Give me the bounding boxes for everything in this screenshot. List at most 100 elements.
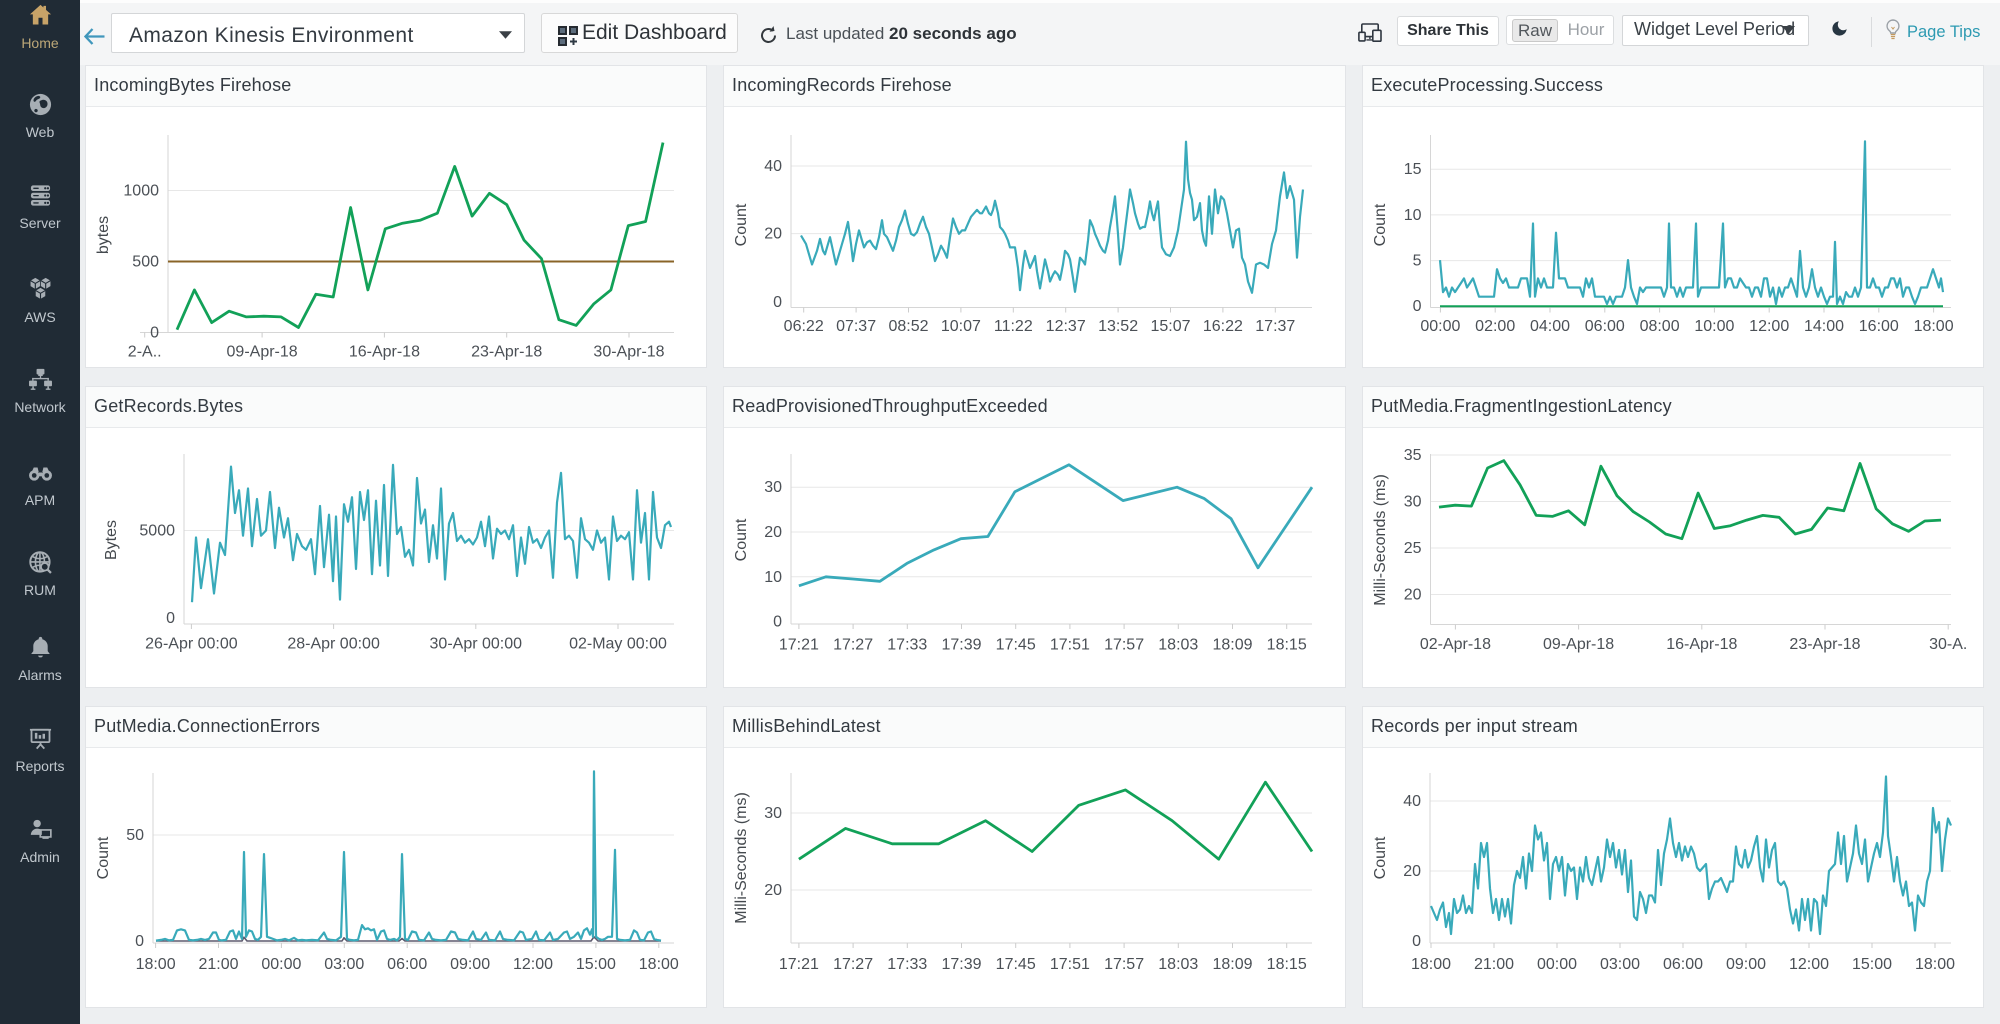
svg-text:06:22: 06:22 (784, 318, 824, 335)
svg-text:17:21: 17:21 (779, 637, 819, 654)
svg-text:00:00: 00:00 (1537, 956, 1577, 973)
svg-text:5000: 5000 (139, 523, 175, 540)
svg-text:14:00: 14:00 (1804, 318, 1844, 335)
svg-text:28-Apr 00:00: 28-Apr 00:00 (287, 636, 380, 653)
svg-text:18:09: 18:09 (1212, 956, 1252, 973)
svg-text:15:07: 15:07 (1150, 318, 1190, 335)
svg-text:18:00: 18:00 (136, 956, 176, 973)
svg-text:Milli-Seconds (ms): Milli-Seconds (ms) (1372, 474, 1389, 606)
svg-text:03:00: 03:00 (324, 956, 364, 973)
svg-text:21:00: 21:00 (1474, 956, 1514, 973)
svg-text:16-Apr-18: 16-Apr-18 (1666, 636, 1737, 653)
svg-text:17:21: 17:21 (779, 956, 819, 973)
svg-text:16:00: 16:00 (1859, 318, 1899, 335)
svg-text:10:07: 10:07 (941, 318, 981, 335)
svg-text:20: 20 (764, 226, 782, 243)
svg-text:0: 0 (166, 610, 175, 627)
svg-text:500: 500 (132, 254, 159, 271)
svg-text:17:33: 17:33 (887, 956, 927, 973)
svg-text:12:00: 12:00 (1749, 318, 1789, 335)
svg-text:17:45: 17:45 (996, 637, 1036, 654)
svg-text:08:52: 08:52 (888, 318, 928, 335)
svg-text:12:00: 12:00 (513, 956, 553, 973)
svg-text:03:00: 03:00 (1600, 956, 1640, 973)
svg-text:2-A..: 2-A.. (128, 344, 162, 361)
svg-text:00:00: 00:00 (261, 956, 301, 973)
svg-text:Count: Count (1372, 836, 1389, 879)
svg-text:17:27: 17:27 (833, 637, 873, 654)
svg-text:18:15: 18:15 (1267, 637, 1307, 654)
svg-text:12:00: 12:00 (1789, 956, 1829, 973)
svg-text:Count: Count (733, 518, 750, 561)
svg-text:09:00: 09:00 (450, 956, 490, 973)
svg-text:30: 30 (764, 479, 782, 496)
svg-text:30-Apr-18: 30-Apr-18 (593, 344, 664, 361)
svg-text:10:00: 10:00 (1694, 318, 1734, 335)
svg-text:17:45: 17:45 (996, 956, 1036, 973)
svg-text:00:00: 00:00 (1420, 318, 1460, 335)
svg-text:13:52: 13:52 (1098, 318, 1138, 335)
svg-text:16-Apr-18: 16-Apr-18 (349, 344, 420, 361)
svg-text:06:00: 06:00 (1663, 956, 1703, 973)
svg-text:17:51: 17:51 (1050, 956, 1090, 973)
svg-text:bytes: bytes (95, 216, 112, 254)
svg-text:30-Apr 00:00: 30-Apr 00:00 (430, 636, 523, 653)
svg-text:18:00: 18:00 (1914, 318, 1954, 335)
svg-text:15:00: 15:00 (1852, 956, 1892, 973)
svg-text:17:39: 17:39 (941, 956, 981, 973)
svg-text:Count: Count (733, 203, 750, 246)
svg-text:02:00: 02:00 (1475, 318, 1515, 335)
svg-text:0: 0 (1413, 298, 1422, 315)
svg-text:40: 40 (1403, 793, 1421, 810)
svg-text:23-Apr-18: 23-Apr-18 (1789, 636, 1860, 653)
svg-text:Milli-Seconds (ms): Milli-Seconds (ms) (733, 792, 750, 924)
svg-text:0: 0 (150, 325, 159, 342)
svg-text:09-Apr-18: 09-Apr-18 (1543, 636, 1614, 653)
svg-text:1000: 1000 (123, 183, 159, 200)
svg-text:Count: Count (95, 836, 112, 879)
svg-text:25: 25 (1404, 540, 1422, 557)
svg-text:17:37: 17:37 (1255, 318, 1295, 335)
svg-text:20: 20 (764, 524, 782, 541)
svg-text:Count: Count (1372, 203, 1389, 246)
svg-text:02-May 00:00: 02-May 00:00 (569, 636, 667, 653)
svg-text:15: 15 (1404, 161, 1422, 178)
svg-text:50: 50 (126, 827, 144, 844)
svg-text:08:00: 08:00 (1640, 318, 1680, 335)
svg-text:18:00: 18:00 (639, 956, 679, 973)
svg-text:17:57: 17:57 (1104, 956, 1144, 973)
svg-text:18:03: 18:03 (1158, 637, 1198, 654)
svg-text:21:00: 21:00 (198, 956, 238, 973)
svg-text:18:00: 18:00 (1411, 956, 1451, 973)
svg-text:0: 0 (773, 294, 782, 311)
svg-text:35: 35 (1404, 447, 1422, 464)
svg-text:5: 5 (1413, 253, 1422, 270)
svg-text:30-A.: 30-A. (1929, 636, 1967, 653)
svg-text:18:00: 18:00 (1915, 956, 1955, 973)
svg-text:17:39: 17:39 (941, 637, 981, 654)
svg-text:0: 0 (773, 614, 782, 631)
svg-text:10: 10 (1404, 207, 1422, 224)
svg-text:18:09: 18:09 (1212, 637, 1252, 654)
svg-text:17:51: 17:51 (1050, 637, 1090, 654)
svg-text:15:00: 15:00 (576, 956, 616, 973)
svg-text:10: 10 (764, 569, 782, 586)
svg-text:20: 20 (764, 882, 782, 899)
svg-text:20: 20 (1403, 863, 1421, 880)
svg-text:18:03: 18:03 (1158, 956, 1198, 973)
svg-text:16:22: 16:22 (1203, 318, 1243, 335)
svg-text:30: 30 (764, 805, 782, 822)
svg-text:17:57: 17:57 (1104, 637, 1144, 654)
svg-text:09-Apr-18: 09-Apr-18 (227, 344, 298, 361)
svg-text:30: 30 (1404, 494, 1422, 511)
svg-text:11:22: 11:22 (994, 318, 1033, 335)
svg-text:23-Apr-18: 23-Apr-18 (471, 344, 542, 361)
svg-text:07:37: 07:37 (836, 318, 876, 335)
svg-text:12:37: 12:37 (1046, 318, 1086, 335)
svg-text:09:00: 09:00 (1726, 956, 1766, 973)
svg-text:17:33: 17:33 (887, 637, 927, 654)
svg-text:0: 0 (1412, 933, 1421, 950)
svg-text:0: 0 (135, 933, 144, 950)
svg-text:06:00: 06:00 (387, 956, 427, 973)
svg-text:20: 20 (1404, 587, 1422, 604)
